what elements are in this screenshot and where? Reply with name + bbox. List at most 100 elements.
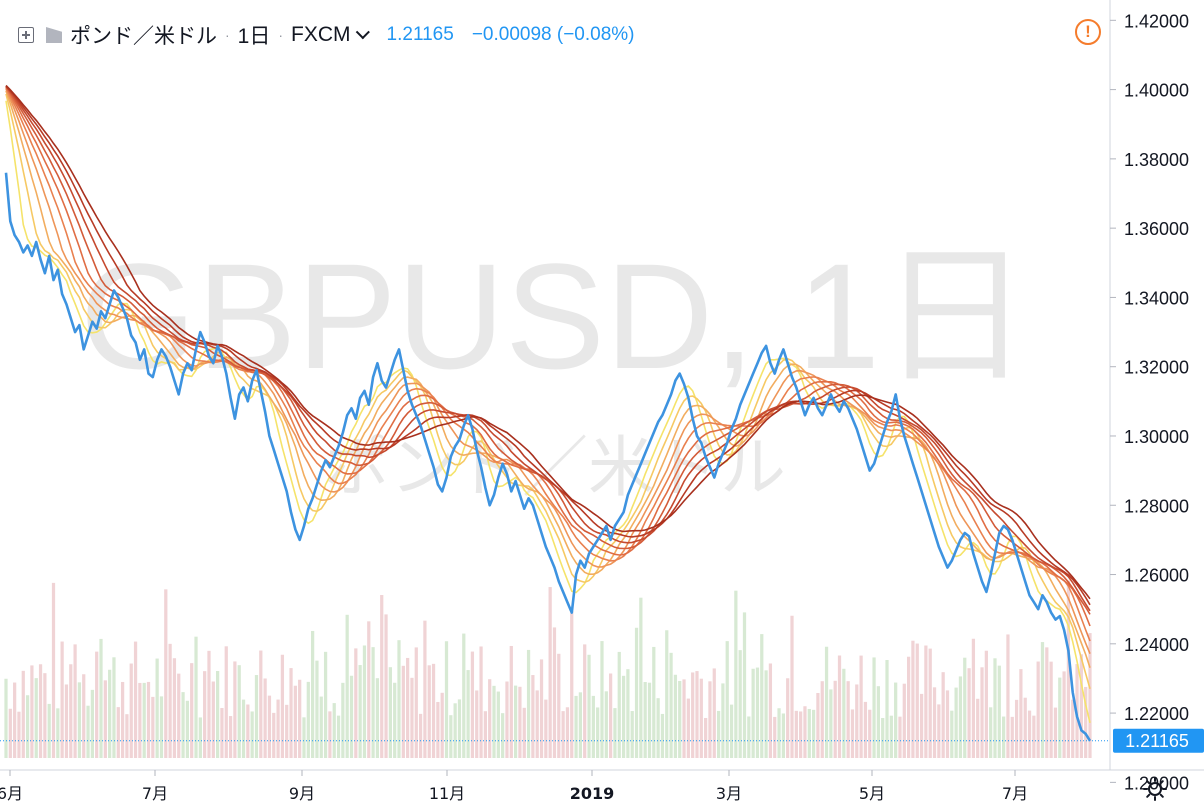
volume-bar	[259, 650, 263, 758]
volume-bar	[241, 699, 246, 758]
volume-bar	[1058, 677, 1062, 758]
volume-bar	[811, 709, 816, 758]
volume-bar	[496, 691, 500, 758]
volume-bar	[691, 672, 695, 758]
volume-bar	[518, 686, 522, 758]
volume-bar	[833, 680, 837, 758]
chevron-down-icon[interactable]	[355, 25, 370, 40]
volume-bar	[99, 638, 103, 758]
volume-bar	[820, 681, 824, 758]
volume-bar	[989, 707, 993, 758]
volume-bar	[155, 658, 159, 758]
volume-bar	[125, 714, 129, 758]
volume-bar	[90, 689, 94, 758]
volume-bar	[349, 675, 354, 758]
volume-bar	[786, 678, 790, 758]
volume-bar	[185, 700, 190, 758]
volume-bar	[151, 696, 155, 758]
volume-bar	[427, 665, 431, 758]
volume-bar	[293, 685, 297, 758]
gear-icon[interactable]	[1142, 776, 1168, 802]
price-tick-label: 1.42000	[1124, 11, 1189, 31]
volume-bar	[410, 677, 414, 758]
volume-bar	[289, 668, 293, 758]
separator-dot: ·	[225, 27, 230, 43]
volume-bar	[639, 597, 643, 758]
volume-bar	[591, 695, 595, 758]
volume-bar	[799, 711, 803, 758]
volume-bar	[64, 684, 69, 758]
volume-bar	[764, 670, 768, 758]
volume-bar	[388, 667, 392, 758]
volume-bar	[950, 710, 954, 758]
volume-bar	[967, 668, 971, 758]
volume-bar	[574, 695, 578, 758]
volume-bar	[306, 681, 310, 758]
volume-bar	[418, 713, 423, 758]
time-tick-label: 11月	[429, 784, 465, 803]
exchange-label[interactable]: FXCM	[291, 23, 351, 46]
volume-bar	[824, 646, 829, 758]
volume-bar	[552, 627, 557, 758]
volume-bar	[457, 699, 462, 758]
volume-bar	[790, 615, 794, 758]
volume-bar	[941, 672, 945, 758]
volume-bar	[729, 704, 734, 758]
time-axis[interactable]: 6月 7月 9月 11月 2019 3月 5月 7月	[0, 770, 1028, 803]
volume-bar	[522, 707, 526, 758]
interval-label[interactable]: 1日	[237, 25, 271, 48]
volume-bar	[669, 652, 673, 758]
volume-bar	[872, 657, 876, 758]
volume-bar	[103, 680, 107, 758]
volume-bar	[539, 659, 544, 758]
volume-bar	[207, 650, 211, 758]
price-axis[interactable]: 1.42000 1.40000 1.38000 1.36000 1.34000 1.320…	[1110, 11, 1189, 793]
volume-bar	[604, 691, 608, 758]
warning-circle-icon[interactable]: !	[1075, 19, 1101, 45]
volume-bar	[1040, 642, 1045, 758]
volume-bar	[643, 682, 647, 758]
volume-bar	[738, 650, 742, 758]
volume-bar	[1062, 671, 1066, 758]
volume-bar	[855, 684, 859, 758]
volume-bar	[336, 715, 341, 758]
volume-bar	[203, 671, 207, 758]
volume-bar	[932, 687, 937, 758]
volume-bar	[807, 708, 811, 758]
volume-bar	[617, 651, 621, 758]
volume-bar	[133, 641, 138, 758]
volume-bar	[332, 703, 336, 758]
volume-bar	[803, 706, 807, 758]
volume-bar	[380, 595, 384, 758]
price-change: −0.00098 (−0.08%)	[471, 24, 635, 45]
volume-bar	[142, 682, 146, 758]
time-tick-label: 9月	[289, 784, 315, 803]
volume-bar	[976, 698, 980, 758]
volume-bar	[492, 685, 496, 758]
volume-bar	[682, 679, 686, 758]
volume-bar	[881, 717, 885, 758]
volume-bar	[1010, 716, 1014, 758]
volume-bar	[436, 701, 440, 758]
volume-bar	[652, 646, 656, 758]
flag-icon[interactable]	[46, 27, 62, 43]
price-tick-label: 1.28000	[1124, 496, 1189, 516]
symbol-name[interactable]: ポンド／米ドル	[70, 25, 217, 48]
volume-bar	[915, 643, 919, 758]
volume-bar	[483, 711, 487, 758]
volume-bar	[168, 643, 172, 758]
volume-bar	[924, 645, 928, 758]
volume-bar	[963, 657, 967, 758]
volume-bar	[423, 620, 427, 758]
volume-bar	[513, 685, 518, 758]
volume-bar	[721, 683, 725, 758]
volume-bar	[993, 658, 997, 758]
volume-bar	[302, 717, 306, 758]
volume-bar	[198, 717, 202, 758]
volume-bar	[280, 654, 285, 758]
volume-bar	[38, 664, 43, 758]
volume-bar	[613, 708, 617, 758]
plus-square-icon[interactable]	[18, 27, 34, 43]
ribbon-ma-line	[5, 85, 1091, 606]
